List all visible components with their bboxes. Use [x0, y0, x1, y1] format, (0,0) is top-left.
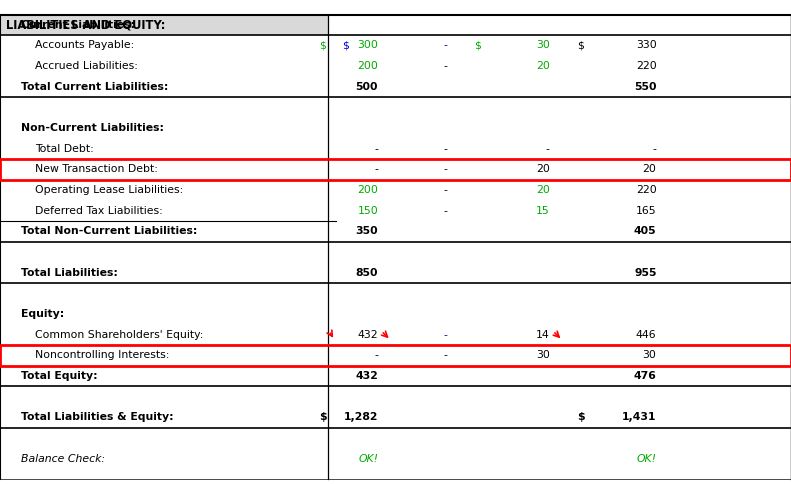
Text: 330: 330 — [636, 41, 657, 50]
Text: 14: 14 — [536, 330, 550, 340]
Text: -: - — [374, 350, 378, 360]
Text: 1,431: 1,431 — [622, 412, 657, 422]
Text: Deferred Tax Liabilities:: Deferred Tax Liabilities: — [35, 206, 163, 216]
Text: 955: 955 — [634, 268, 657, 278]
Text: -: - — [443, 185, 447, 195]
Text: 15: 15 — [536, 206, 550, 216]
Text: -: - — [374, 165, 378, 174]
Text: LIABILITIES AND EQUITY:: LIABILITIES AND EQUITY: — [6, 18, 165, 31]
Text: -: - — [443, 330, 447, 340]
Text: $: $ — [342, 41, 349, 50]
Text: Non-Current Liabilities:: Non-Current Liabilities: — [21, 123, 164, 133]
Text: Common Shareholders' Equity:: Common Shareholders' Equity: — [35, 330, 203, 340]
Text: $: $ — [577, 412, 585, 422]
Text: 850: 850 — [356, 268, 378, 278]
Text: 446: 446 — [636, 330, 657, 340]
Text: $: $ — [319, 412, 327, 422]
Text: 30: 30 — [536, 41, 550, 50]
Text: 150: 150 — [358, 206, 378, 216]
Text: -: - — [443, 165, 447, 174]
Text: Noncontrolling Interests:: Noncontrolling Interests: — [35, 350, 169, 360]
Text: 432: 432 — [358, 330, 378, 340]
Text: 20: 20 — [536, 61, 550, 71]
Text: 200: 200 — [358, 61, 378, 71]
Text: 200: 200 — [358, 185, 378, 195]
Text: -: - — [374, 144, 378, 154]
Text: OK!: OK! — [358, 454, 378, 464]
Text: -: - — [443, 41, 447, 50]
Text: 350: 350 — [355, 227, 378, 236]
Text: 500: 500 — [356, 82, 378, 92]
Text: Total Equity:: Total Equity: — [21, 371, 97, 381]
Text: $: $ — [577, 41, 585, 50]
Text: 30: 30 — [642, 350, 657, 360]
Text: Total Liabilities:: Total Liabilities: — [21, 268, 117, 278]
Text: 405: 405 — [634, 227, 657, 236]
Text: 20: 20 — [536, 185, 550, 195]
Text: Total Current Liabilities:: Total Current Liabilities: — [21, 82, 168, 92]
Text: Balance Check:: Balance Check: — [21, 454, 104, 464]
Text: $: $ — [319, 41, 326, 50]
Text: 165: 165 — [636, 206, 657, 216]
Text: 300: 300 — [358, 41, 378, 50]
Text: Total Debt:: Total Debt: — [35, 144, 93, 154]
Text: 20: 20 — [536, 165, 550, 174]
Text: Operating Lease Liabilities:: Operating Lease Liabilities: — [35, 185, 183, 195]
Text: New Transaction Debt:: New Transaction Debt: — [35, 165, 157, 174]
Text: 220: 220 — [636, 61, 657, 71]
Text: -: - — [443, 144, 447, 154]
Text: -: - — [546, 144, 550, 154]
Text: Equity:: Equity: — [21, 309, 64, 319]
Text: Accounts Payable:: Accounts Payable: — [35, 41, 134, 50]
Text: Current Liabilities:: Current Liabilities: — [21, 20, 134, 30]
Bar — [0, 159, 791, 180]
Text: 220: 220 — [636, 185, 657, 195]
Text: OK!: OK! — [637, 454, 657, 464]
Text: 476: 476 — [634, 371, 657, 381]
Text: 20: 20 — [642, 165, 657, 174]
Text: Accrued Liabilities:: Accrued Liabilities: — [35, 61, 138, 71]
Text: 550: 550 — [634, 82, 657, 92]
Text: -: - — [653, 144, 657, 154]
Text: Total Non-Current Liabilities:: Total Non-Current Liabilities: — [21, 227, 197, 236]
Bar — [0, 15, 328, 35]
Bar — [0, 345, 791, 365]
Text: 432: 432 — [355, 371, 378, 381]
Text: Total Liabilities & Equity:: Total Liabilities & Equity: — [21, 412, 173, 422]
Text: -: - — [443, 206, 447, 216]
Text: 30: 30 — [536, 350, 550, 360]
Text: -: - — [443, 350, 447, 360]
Text: $: $ — [475, 41, 482, 50]
Text: 1,282: 1,282 — [343, 412, 378, 422]
Text: -: - — [443, 61, 447, 71]
